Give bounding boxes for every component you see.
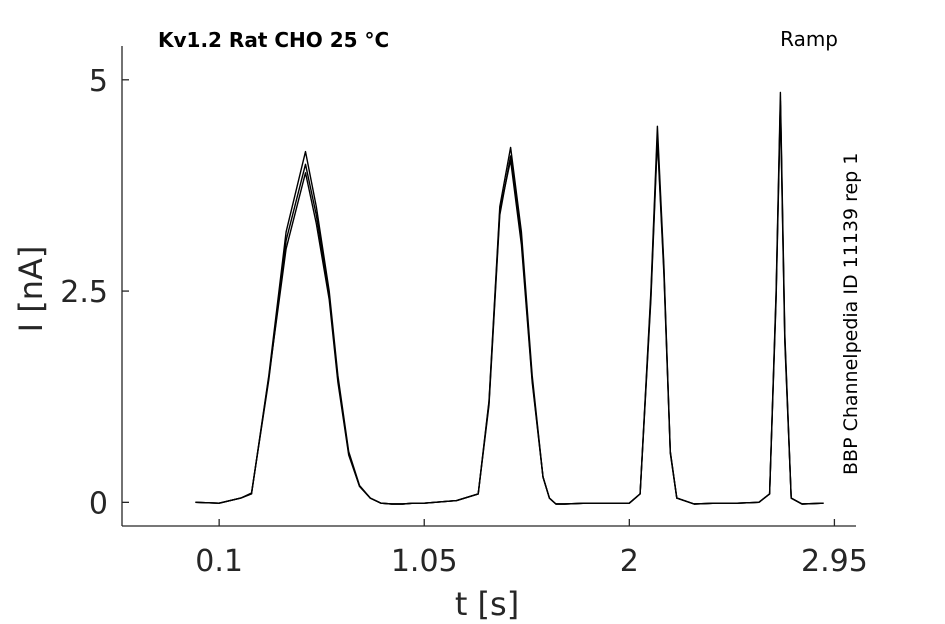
y-tick-label: 2.5	[60, 275, 108, 310]
x-tick-label: 1.05	[391, 544, 458, 579]
current-trace-1	[195, 91, 824, 505]
current-trace-3	[195, 104, 824, 505]
current-trace-2	[195, 100, 824, 505]
axes	[121, 46, 856, 527]
y-tick-label: 0	[89, 486, 108, 521]
y-tick-label: 5	[89, 64, 108, 99]
x-tick-label: 2.95	[801, 544, 868, 579]
traces	[195, 91, 824, 505]
chart-title: Kv1.2 Rat CHO 25 °C	[158, 28, 389, 52]
ticks: 0.1 1.05 2 2.95 0 2.5 5	[60, 64, 868, 579]
y-axis-label: I [nA]	[12, 246, 50, 333]
x-tick-label: 2	[620, 544, 639, 579]
protocol-label: Ramp	[780, 27, 838, 51]
side-label: BBP Channelpedia ID 11139 rep 1	[840, 153, 862, 475]
x-axis-label: t [s]	[455, 585, 519, 623]
x-tick-label: 0.1	[195, 544, 243, 579]
